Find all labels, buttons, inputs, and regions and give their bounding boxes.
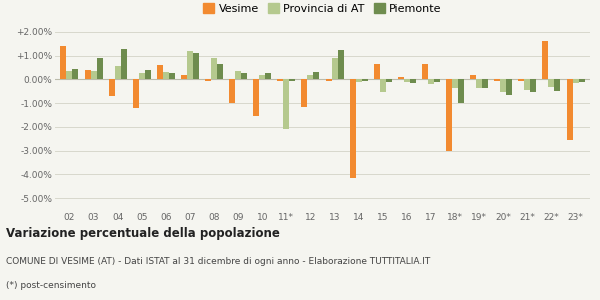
Bar — [217, 64, 223, 80]
Bar — [326, 80, 332, 81]
Bar — [476, 80, 482, 88]
Bar — [163, 72, 169, 80]
Bar — [241, 74, 247, 80]
Bar — [470, 75, 476, 80]
Bar — [229, 80, 235, 103]
Bar — [139, 74, 145, 80]
Bar — [187, 51, 193, 80]
Bar — [211, 58, 217, 80]
Bar — [115, 66, 121, 80]
Bar — [235, 71, 241, 80]
Bar — [338, 50, 344, 80]
Bar — [307, 75, 313, 80]
Bar — [181, 75, 187, 80]
Bar — [133, 80, 139, 108]
Bar — [169, 74, 175, 80]
Bar — [518, 80, 524, 81]
Bar — [362, 80, 368, 81]
Bar — [380, 80, 386, 92]
Bar — [121, 49, 127, 80]
Bar — [578, 80, 584, 82]
Bar — [301, 80, 307, 107]
Bar — [157, 65, 163, 80]
Bar — [458, 80, 464, 103]
Bar — [386, 80, 392, 82]
Bar — [452, 80, 458, 88]
Bar — [422, 64, 428, 80]
Bar — [193, 53, 199, 80]
Bar — [332, 58, 338, 80]
Text: (*) post-censimento: (*) post-censimento — [6, 280, 96, 290]
Bar — [350, 80, 356, 178]
Bar — [313, 72, 319, 80]
Bar — [73, 69, 79, 80]
Bar — [482, 80, 488, 88]
Bar — [91, 71, 97, 80]
Bar — [374, 64, 380, 80]
Bar — [572, 80, 578, 83]
Bar — [109, 80, 115, 96]
Bar — [554, 80, 560, 91]
Bar — [259, 75, 265, 80]
Bar — [289, 80, 295, 81]
Bar — [404, 80, 410, 82]
Bar — [542, 41, 548, 80]
Legend: Vesime, Provincia di AT, Piemonte: Vesime, Provincia di AT, Piemonte — [201, 1, 444, 16]
Bar — [61, 46, 67, 80]
Bar — [494, 80, 500, 81]
Bar — [356, 80, 362, 82]
Bar — [253, 80, 259, 116]
Bar — [398, 77, 404, 80]
Bar — [67, 71, 73, 80]
Bar — [524, 80, 530, 90]
Bar — [506, 80, 512, 95]
Bar — [97, 58, 103, 80]
Bar — [428, 80, 434, 84]
Bar — [530, 80, 536, 92]
Text: Variazione percentuale della popolazione: Variazione percentuale della popolazione — [6, 226, 280, 239]
Bar — [85, 70, 91, 80]
Bar — [205, 80, 211, 81]
Bar — [500, 80, 506, 92]
Text: COMUNE DI VESIME (AT) - Dati ISTAT al 31 dicembre di ogni anno - Elaborazione TU: COMUNE DI VESIME (AT) - Dati ISTAT al 31… — [6, 256, 430, 266]
Bar — [566, 80, 572, 140]
Bar — [434, 80, 440, 82]
Bar — [410, 80, 416, 83]
Bar — [283, 80, 289, 129]
Bar — [277, 80, 283, 81]
Bar — [145, 70, 151, 80]
Bar — [446, 80, 452, 151]
Bar — [265, 74, 271, 80]
Bar — [548, 80, 554, 86]
